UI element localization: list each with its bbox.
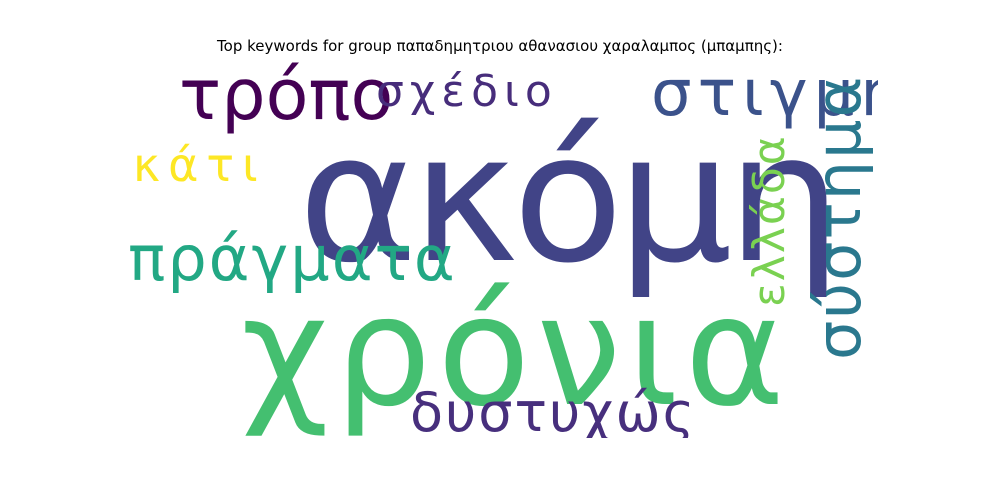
word-cloud: ακόμη χρόνια τρόπο σχέδιο στιγμή κάτι πρ…	[123, 60, 878, 438]
word-pragmata: πράγματα	[128, 222, 457, 295]
word-sxedio: σχέδιο	[376, 66, 558, 117]
word-kati: κάτι	[133, 138, 266, 192]
word-dystyxws: δυστυχώς	[410, 381, 697, 439]
chart-title: Top keywords for group παπαδημητριου αθα…	[217, 37, 783, 55]
word-xronia: χρόνια	[241, 263, 791, 438]
word-akomi: ακόμη	[298, 95, 842, 302]
word-stigmi: στιγμή	[651, 60, 878, 131]
word-tropo: τρόπο	[179, 60, 394, 136]
word-ellada: ελλάδα	[744, 134, 795, 307]
word-systima: σύστημα	[802, 74, 875, 360]
